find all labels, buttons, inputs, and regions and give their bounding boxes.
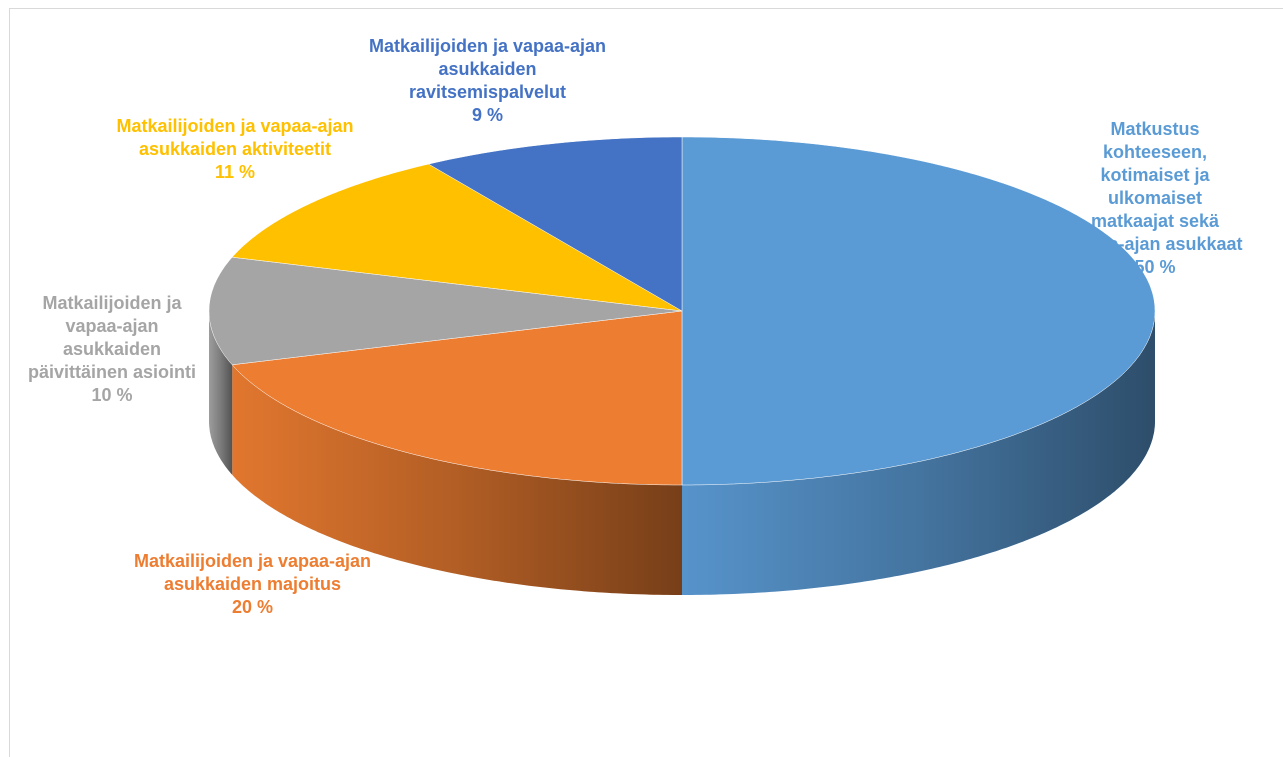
data-label: Matkustus kohteeseen, kotimaiset ja ulko… bbox=[1065, 118, 1245, 279]
data-label: Matkailijoiden ja vapaa-ajan asukkaiden … bbox=[110, 115, 360, 184]
value-label: 9 % bbox=[471, 105, 504, 125]
data-label: Matkailijoiden ja vapaa-ajan asukkaiden … bbox=[130, 550, 375, 619]
pie-side-shade bbox=[232, 364, 682, 595]
pie-slice bbox=[208, 256, 683, 366]
category-label: Matkailijoiden ja vapaa-ajan asukkaiden … bbox=[368, 36, 607, 102]
pie-slice bbox=[231, 163, 683, 312]
data-label: Matkailijoiden ja vapaa-ajan asukkaiden … bbox=[365, 35, 610, 127]
pie-slice bbox=[427, 136, 683, 312]
pie-slice bbox=[681, 136, 1156, 486]
category-label: Matkailijoiden ja vapaa-ajan asukkaiden … bbox=[116, 116, 354, 159]
chart-border bbox=[9, 8, 1283, 757]
value-label: 20 % bbox=[231, 597, 274, 617]
category-label: Matkustus kohteeseen, kotimaiset ja ulko… bbox=[1067, 119, 1243, 254]
value-label: 11 % bbox=[214, 162, 256, 182]
value-label: 10 % bbox=[91, 385, 133, 405]
value-label: 50 % bbox=[1134, 257, 1176, 277]
pie-side-shade bbox=[682, 311, 1155, 595]
pie-side-shade bbox=[209, 311, 233, 475]
category-label: Matkailijoiden ja vapaa-ajan asukkaiden … bbox=[27, 293, 197, 382]
category-label: Matkailijoiden ja vapaa-ajan asukkaiden … bbox=[133, 551, 372, 594]
pie-slice bbox=[231, 310, 683, 486]
data-label: Matkailijoiden ja vapaa-ajan asukkaiden … bbox=[22, 292, 202, 407]
